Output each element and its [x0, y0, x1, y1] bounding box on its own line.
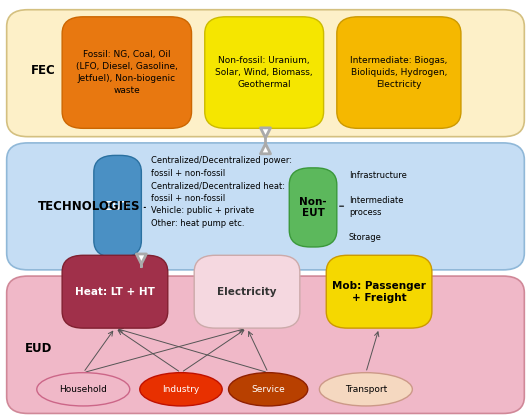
Ellipse shape	[319, 372, 413, 406]
Ellipse shape	[37, 372, 130, 406]
Text: Centralized/Decentralized power:
fossil + non-fossil
Centralized/Decentralized h: Centralized/Decentralized power: fossil …	[151, 156, 292, 228]
FancyBboxPatch shape	[289, 168, 337, 247]
Text: Service: Service	[251, 385, 285, 394]
FancyBboxPatch shape	[326, 255, 432, 328]
Text: Non-
EUT: Non- EUT	[299, 197, 327, 218]
FancyBboxPatch shape	[194, 255, 300, 328]
Text: FEC: FEC	[30, 65, 55, 78]
Text: Infrastructure

Intermediate
process

Storage: Infrastructure Intermediate process Stor…	[349, 171, 407, 242]
Text: Household: Household	[59, 385, 107, 394]
Text: Industry: Industry	[162, 385, 200, 394]
Text: Transport: Transport	[345, 385, 387, 394]
FancyBboxPatch shape	[7, 10, 524, 137]
FancyBboxPatch shape	[205, 17, 323, 128]
Ellipse shape	[228, 372, 308, 406]
FancyBboxPatch shape	[62, 255, 168, 328]
Text: Non-fossil: Uranium,
Solar, Wind, Biomass,
Geothermal: Non-fossil: Uranium, Solar, Wind, Biomas…	[216, 56, 313, 89]
Text: Intermediate: Biogas,
Bioliquids, Hydrogen,
Electricity: Intermediate: Biogas, Bioliquids, Hydrog…	[350, 56, 448, 89]
FancyBboxPatch shape	[7, 276, 524, 414]
Text: EUD: EUD	[25, 342, 53, 355]
Text: Mob: Passenger
+ Freight: Mob: Passenger + Freight	[332, 281, 426, 303]
Text: Fossil: NG, Coal, Oil
(LFO, Diesel, Gasoline,
Jetfuel), Non-biogenic
waste: Fossil: NG, Coal, Oil (LFO, Diesel, Gaso…	[76, 50, 178, 95]
FancyBboxPatch shape	[62, 17, 192, 128]
FancyBboxPatch shape	[94, 155, 141, 257]
Text: Electricity: Electricity	[217, 287, 277, 297]
Ellipse shape	[140, 372, 222, 406]
FancyBboxPatch shape	[337, 17, 461, 128]
FancyBboxPatch shape	[7, 143, 524, 270]
Text: EUT: EUT	[105, 200, 131, 213]
Text: Heat: LT + HT: Heat: LT + HT	[75, 287, 155, 297]
Text: TECHNOLOGIES: TECHNOLOGIES	[38, 200, 141, 213]
